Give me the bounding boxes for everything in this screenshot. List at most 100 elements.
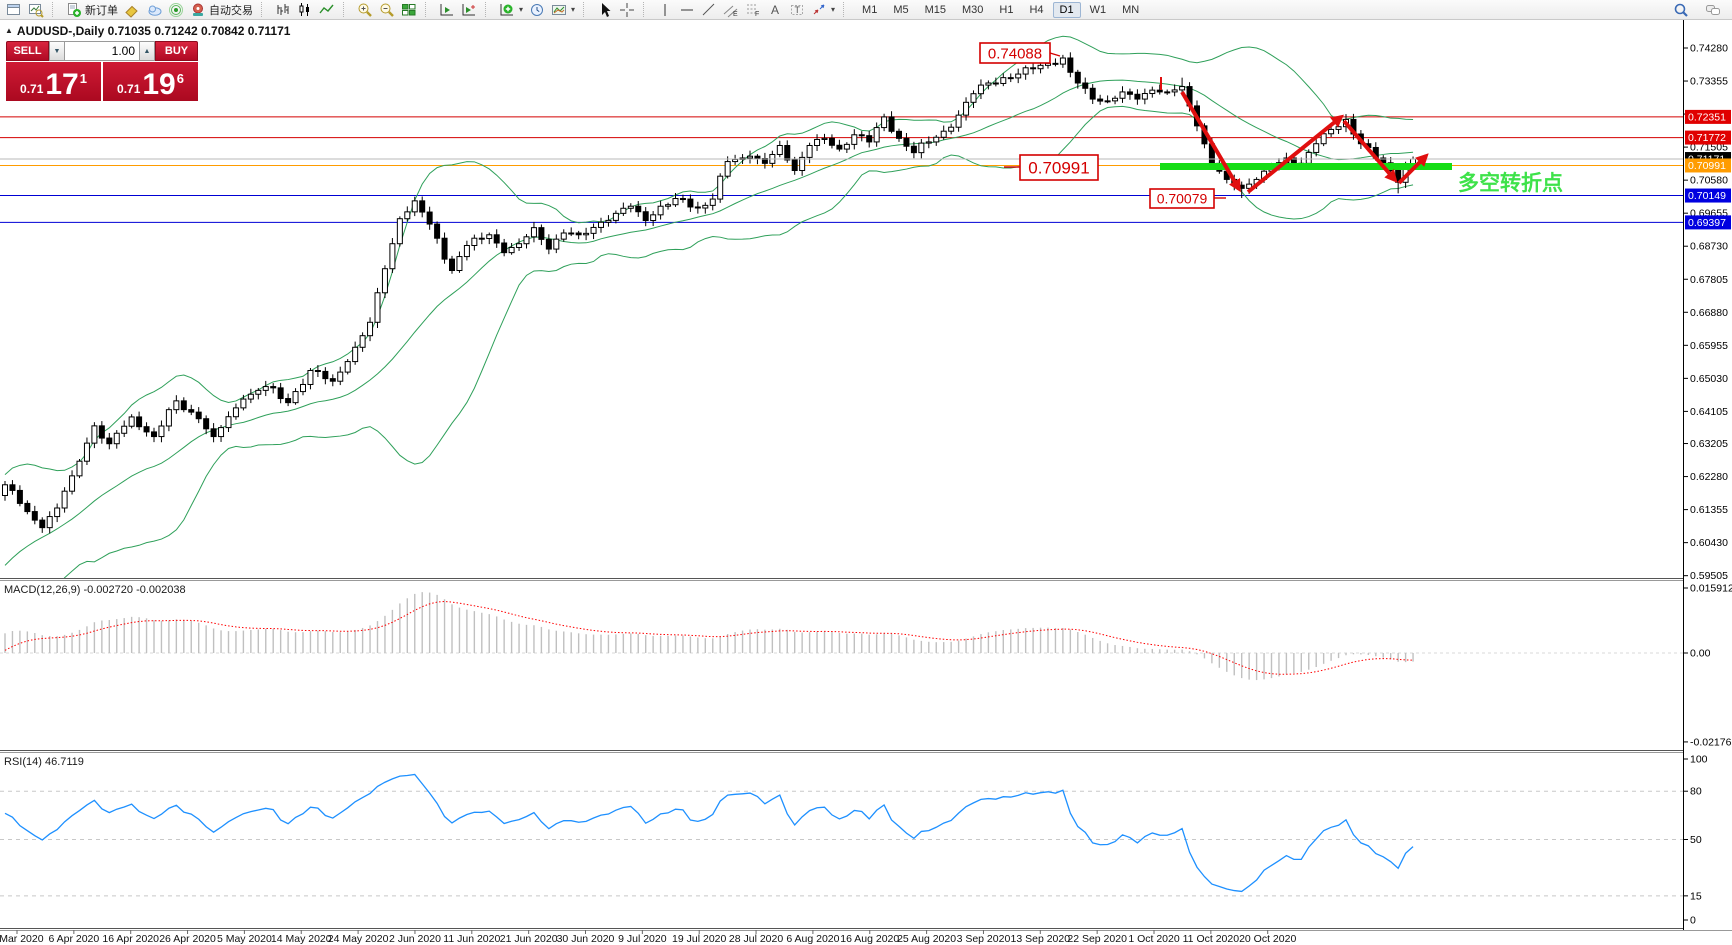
toolbar-group-0 (0, 0, 50, 19)
volume-increase-button[interactable]: ▲ (139, 41, 155, 61)
green-turning-bar (1160, 163, 1452, 170)
cn-annotation-text: 多空转折点 (1458, 171, 1563, 195)
auto-scroll-icon[interactable] (436, 1, 458, 19)
timeframe-h4[interactable]: H4 (1029, 3, 1044, 16)
date-axis-label: 28 Jul 2020 (729, 933, 783, 945)
volume-decrease-button[interactable]: ▼ (49, 41, 65, 61)
tile-windows-icon[interactable] (398, 1, 420, 19)
crosshair-icon[interactable] (616, 1, 638, 19)
label-icon[interactable]: T (786, 1, 808, 19)
trough-price-label (1149, 188, 1215, 209)
timeframe-m1[interactable]: M1 (862, 3, 878, 16)
date-axis-label: 19 Jul 2020 (672, 933, 726, 945)
chat-icon[interactable] (1702, 1, 1724, 19)
new-order-button[interactable]: 新订单 (63, 1, 121, 19)
price-axis-label: 0.63205 (1690, 438, 1728, 450)
date-axis-label: 30 Jun 2020 (557, 933, 615, 945)
price-axis-label: 0.64105 (1690, 406, 1728, 418)
buy-button[interactable]: BUY (154, 41, 198, 61)
date-axis-label: 16 Apr 2020 (102, 933, 159, 945)
line-chart-icon-glyph (319, 4, 334, 13)
buy-quote-tile[interactable]: 0.71 19 6 (103, 62, 198, 101)
cursor-icon-glyph (602, 2, 611, 17)
vline-icon[interactable] (654, 1, 676, 19)
indicators-icon[interactable]: ▾ (496, 1, 526, 19)
search-icon[interactable] (1670, 1, 1692, 19)
price-axis-label: 0.67805 (1690, 274, 1728, 286)
rsi-indicator-label: RSI(14) 46.7119 (4, 756, 84, 768)
chart-area[interactable] (0, 19, 1683, 930)
toolbar-group-5: ▾ ▾ (493, 0, 581, 19)
macd-indicator-label: MACD(12,26,9) -0.002720 -0.002038 (4, 584, 186, 596)
volume-input[interactable] (65, 41, 139, 61)
chart-title-text: AUDUSD-,Daily 0.71035 0.71242 0.70842 0.… (16, 24, 291, 38)
text-icon-glyph: A (771, 3, 779, 17)
cloud-icon-glyph (148, 5, 162, 16)
trendline-icon[interactable] (698, 1, 720, 19)
new-order-button-glyph (68, 2, 81, 17)
arrows-icon[interactable]: ▾ (808, 1, 838, 19)
fibonacci-icon[interactable]: F (742, 1, 764, 19)
toolbar-group-6 (591, 0, 641, 19)
zoom-out-icon[interactable] (376, 1, 398, 19)
cloud-icon[interactable] (143, 1, 165, 19)
price-axis-label: 0.65030 (1690, 373, 1728, 385)
eraser-icon[interactable] (121, 1, 143, 19)
timeframe-w1[interactable]: W1 (1089, 3, 1107, 16)
candle-chart-icon[interactable] (294, 1, 316, 19)
macd-axis-label: -0.021768 (1690, 736, 1732, 748)
zoom-in-icon[interactable] (354, 1, 376, 19)
svg-text:0.70149: 0.70149 (1688, 190, 1726, 202)
chart-title: ▲ AUDUSD-,Daily 0.71035 0.71242 0.70842 0… (5, 24, 290, 38)
hline-icon[interactable] (676, 1, 698, 19)
toolbar-separator (52, 2, 58, 17)
vline-icon-glyph (664, 3, 666, 16)
buy-price-big: 19 (142, 68, 176, 101)
date-axis-label: 7 Mar 2020 (0, 933, 44, 945)
timeframe-d1[interactable]: D1 (1052, 1, 1081, 18)
text-icon[interactable]: A (764, 1, 786, 19)
channel-icon[interactable]: E (720, 1, 742, 19)
peak-price-label (979, 42, 1051, 64)
sell-price-sup: 1 (79, 71, 87, 86)
bar-chart-icon[interactable] (272, 1, 294, 19)
sell-price-big: 17 (45, 68, 79, 101)
tick-chart-icon[interactable] (25, 1, 47, 19)
chart-shift-icon[interactable] (458, 1, 480, 19)
macd-signal-line (4, 601, 1414, 675)
toolbar-right (1670, 1, 1732, 19)
zoom-out-icon-glyph (380, 3, 394, 17)
sound-icon[interactable] (165, 1, 187, 19)
timeframe-m30[interactable]: M30 (962, 3, 984, 16)
chat-icon-glyph (1706, 4, 1720, 15)
main-pane: 0.74088 0.70991 0.70079 多空转折点 (0, 35, 1683, 578)
sell-button[interactable]: SELL (6, 41, 50, 61)
timeframe-m5[interactable]: M5 (893, 3, 909, 16)
cursor-icon[interactable] (594, 1, 616, 19)
arrows-icon-glyph (813, 4, 825, 14)
line-chart-icon[interactable] (316, 1, 338, 19)
rsi-axis-label: 50 (1690, 834, 1702, 846)
timeframe-h1[interactable]: H1 (999, 3, 1014, 16)
timeframe-mn[interactable]: MN (1122, 3, 1140, 16)
rsi-axis-label: 100 (1690, 754, 1708, 766)
level-badge-0.70149 (1685, 188, 1731, 203)
trend-arrow-0 (1180, 90, 1241, 193)
arrows-icon-caret[interactable]: ▾ (831, 5, 836, 14)
tile-windows-icon-glyph (402, 3, 416, 15)
timeframe-m15[interactable]: M15 (924, 3, 947, 16)
auto-trading-button[interactable]: 自动交易 (187, 1, 256, 19)
period-clock-icon-glyph (531, 3, 544, 16)
collapse-panel-icon[interactable]: ▲ (5, 26, 13, 35)
macd-axis-label: 0.015912 (1690, 582, 1732, 594)
toolbar-group-2 (269, 0, 341, 19)
sell-quote-tile[interactable]: 0.71 17 1 (6, 62, 101, 101)
period-clock-icon[interactable] (526, 1, 548, 19)
templates-icon[interactable]: ▾ (548, 1, 578, 19)
window-icon[interactable] (3, 1, 25, 19)
toolbar-separator (485, 2, 491, 17)
templates-icon-caret[interactable]: ▾ (571, 5, 576, 14)
indicators-icon-caret[interactable]: ▾ (519, 5, 524, 14)
hline-icon-glyph (681, 9, 694, 10)
